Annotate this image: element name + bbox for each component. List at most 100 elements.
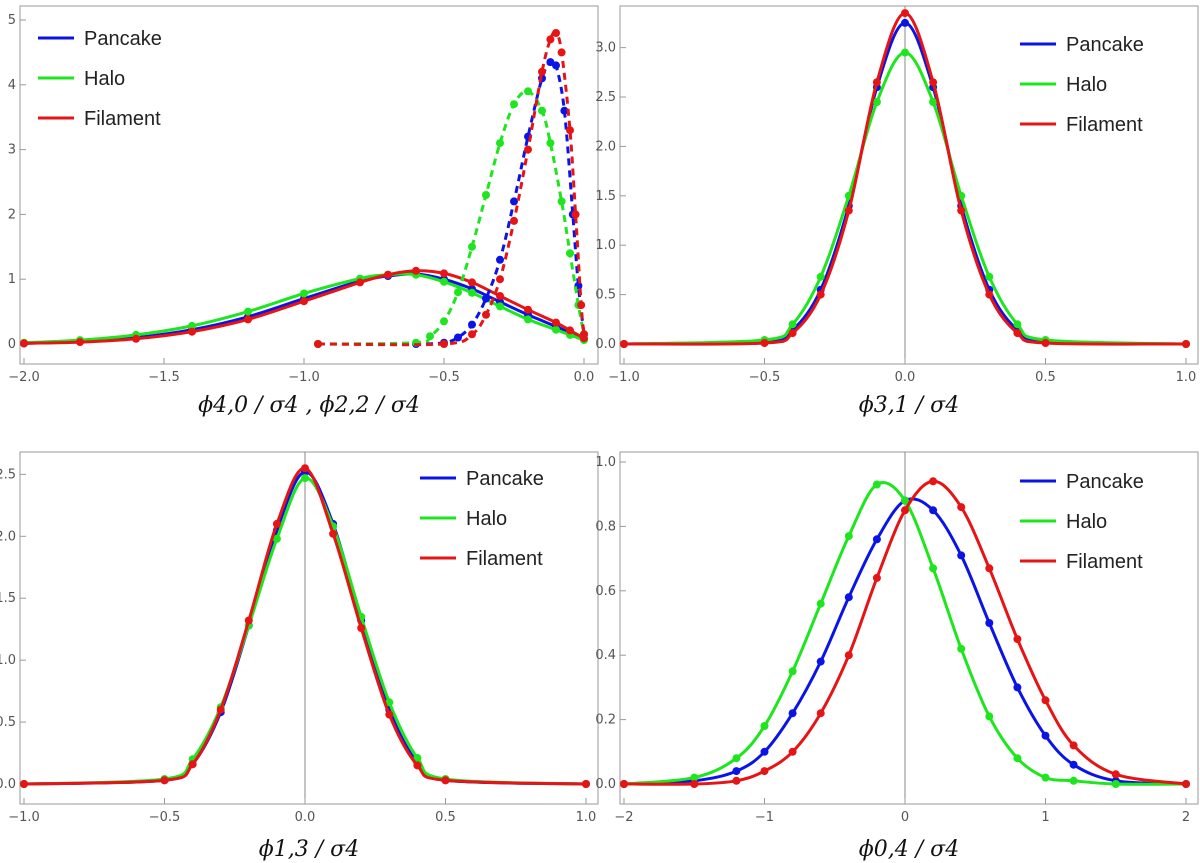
- y-tick-label: 0.0: [595, 337, 616, 352]
- data-point: [929, 564, 938, 573]
- series-line: [317, 89, 586, 346]
- y-tick-label: 0.6: [595, 584, 616, 599]
- data-point: [566, 126, 574, 135]
- data-point: [788, 329, 797, 338]
- data-point: [816, 657, 825, 666]
- data-point: [546, 35, 555, 44]
- data-point: [788, 320, 797, 329]
- data-point: [1041, 731, 1050, 740]
- data-point: [441, 776, 450, 785]
- x-tick-label: 0: [901, 810, 909, 825]
- data-point: [844, 593, 853, 602]
- data-point: [1111, 780, 1120, 788]
- data-point: [482, 191, 490, 199]
- data-point: [929, 477, 938, 486]
- data-point: [957, 503, 966, 512]
- data-point: [272, 534, 281, 543]
- data-point: [580, 330, 588, 339]
- data-point: [413, 754, 422, 762]
- data-point: [872, 535, 881, 544]
- data-point: [1013, 635, 1022, 644]
- panel-top-left: −2.0 −1.5 −1.0 −0.5 0.0 0 1 2 3 4 5 Pancake Halo Fila…: [8, 5, 599, 418]
- data-point: [844, 206, 853, 215]
- data-point: [188, 760, 197, 769]
- y-tick-label: 2.5: [0, 467, 16, 482]
- data-point: [538, 67, 546, 76]
- y-tick-label: 0.0: [0, 777, 16, 792]
- data-point: [440, 269, 448, 278]
- y-tick-label: 2.0: [595, 139, 616, 154]
- data-point: [1041, 339, 1050, 347]
- data-point: [732, 776, 741, 785]
- data-point: [557, 48, 566, 57]
- data-point: [929, 98, 938, 106]
- data-point: [582, 780, 590, 788]
- data-point: [272, 519, 281, 528]
- data-point: [385, 710, 394, 719]
- data-point: [957, 206, 966, 215]
- data-point: [524, 87, 532, 96]
- x-tick-label: −0.5: [749, 370, 781, 385]
- data-point: [872, 480, 881, 489]
- data-point: [901, 496, 909, 505]
- panel-bottom-left: −1.0 −0.5 0.0 0.5 1.0 0.0 0.5 1.0 1.5 2.0 2.5 Panca…: [0, 451, 599, 862]
- data-point: [566, 326, 574, 335]
- x-tick-label: −0.5: [149, 810, 181, 825]
- data-point: [510, 197, 518, 206]
- legend: Pancake Halo Filament: [38, 28, 162, 130]
- x-tick-label: 0.5: [435, 810, 456, 825]
- series-filament: [620, 477, 1190, 788]
- data-point: [357, 624, 366, 632]
- data-point: [496, 302, 504, 311]
- data-point: [929, 506, 938, 515]
- data-point: [314, 340, 322, 348]
- data-point: [301, 464, 309, 473]
- x-tick-label: 2: [1182, 810, 1190, 825]
- data-point: [1111, 770, 1120, 779]
- data-point: [188, 327, 196, 336]
- data-point: [1069, 776, 1078, 785]
- x-axis-label: ϕ4,0 / σ4 , ϕ2,2 / σ4: [198, 393, 420, 418]
- data-point: [20, 780, 28, 788]
- x-tick-label: 0.0: [895, 370, 916, 385]
- data-point: [872, 98, 881, 106]
- x-tick-label: 1.0: [1176, 370, 1197, 385]
- data-point: [901, 48, 909, 57]
- data-point: [1182, 780, 1190, 788]
- data-point: [496, 139, 504, 148]
- data-point: [620, 340, 628, 348]
- data-point: [552, 325, 560, 334]
- data-point: [760, 339, 769, 347]
- series-filament: [20, 266, 588, 348]
- y-tick-label: 0.4: [595, 648, 616, 663]
- legend-label: Halo: [1066, 511, 1107, 533]
- data-point: [557, 197, 566, 206]
- data-point: [816, 709, 825, 718]
- y-tick-label: 2.5: [595, 90, 616, 105]
- y-tick-label: 0.5: [595, 288, 616, 303]
- y-tick-label: 3.0: [595, 41, 616, 56]
- data-point: [132, 334, 140, 343]
- y-tick-label: 0.8: [595, 519, 616, 534]
- y-tick-label: 1.0: [595, 238, 616, 253]
- data-point: [985, 619, 994, 627]
- x-tick-label: −1.5: [148, 370, 180, 385]
- y-tick-label: 1.0: [0, 653, 16, 668]
- legend: Pancake Halo Filament: [420, 468, 544, 570]
- data-point: [510, 100, 518, 109]
- data-point: [816, 599, 825, 608]
- data-point: [1013, 320, 1022, 329]
- data-point: [1182, 340, 1190, 348]
- data-point: [732, 754, 741, 763]
- y-tick-label: 5: [8, 13, 16, 28]
- data-point: [538, 106, 546, 115]
- data-point: [329, 529, 338, 538]
- x-tick-label: −1.0: [8, 810, 40, 825]
- x-tick-label: 0.5: [1035, 370, 1056, 385]
- x-tick-label: −2: [614, 810, 633, 825]
- data-point: [620, 780, 628, 788]
- x-tick-label: 1.0: [576, 810, 597, 825]
- x-tick-label: −1: [755, 810, 774, 825]
- data-point: [510, 216, 518, 225]
